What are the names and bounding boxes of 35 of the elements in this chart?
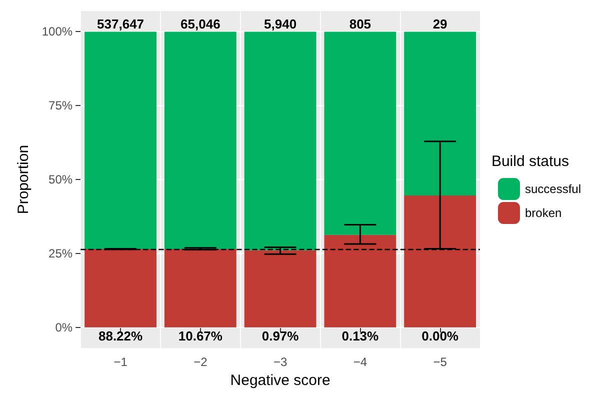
bar [324,32,396,235]
x-axis-title: Negative score [230,372,330,389]
x-tick-label: −4 [353,355,368,370]
legend-label: successful [524,182,582,196]
x-tick-label: −2 [194,355,208,370]
y-tick-label: 75% [48,98,73,113]
x-tick-label: −1 [114,355,128,370]
annotation: 10.67% [178,328,223,344]
annotation: 5,940 [264,16,297,32]
bar [244,250,316,328]
annotation: 0.13% [342,328,380,344]
annotation: 29 [432,16,448,32]
bar [84,32,156,250]
y-axis-title: Proportion [15,144,32,214]
y-tick-label: 0% [55,320,73,334]
annotation: 0.97% [262,328,300,344]
y-tick-label: 50% [48,172,73,187]
annotation: 805 [349,16,372,32]
bar [404,32,476,196]
bar [84,249,156,328]
annotation: 88.22% [98,328,144,344]
legend-label: broken [524,206,562,220]
bar [164,32,236,250]
legend-title: Build status [491,153,570,170]
bar [164,249,236,328]
annotation: 65,046 [180,16,220,32]
annotation: 0.00% [422,328,459,344]
y-tick-label: 100% [42,24,73,39]
y-tick-label: 25% [48,246,73,260]
x-tick-label: −3 [273,355,288,370]
annotation: 537,647 [97,16,144,32]
bar [324,234,396,328]
x-tick-label: −5 [433,355,448,370]
bar [244,32,316,250]
bar [404,196,476,328]
